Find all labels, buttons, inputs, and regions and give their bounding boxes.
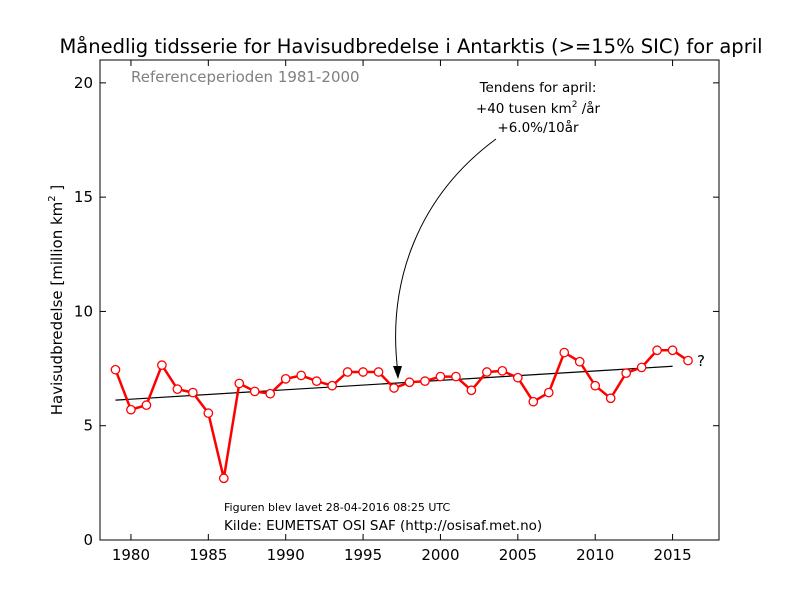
data-point [265, 388, 276, 399]
data-point [373, 367, 384, 377]
data-point [157, 360, 167, 370]
footer-source: Kilde: EUMETSAT OSI SAF (http://osisaf.m… [224, 518, 542, 534]
data-point [528, 396, 539, 407]
data-point [667, 345, 678, 356]
y-tick-labels: 0 5 10 15 20 [74, 74, 93, 549]
data-point [652, 345, 662, 356]
reference-period-label: Referenceperioden 1981-2000 [131, 68, 360, 86]
annotation-arrow [395, 138, 497, 374]
data-point [497, 366, 508, 376]
data-point [636, 362, 647, 373]
x-tick-label: 2015 [653, 546, 691, 564]
annotation-line-2: +40 tusen km2 /år [476, 100, 601, 117]
data-point [188, 387, 198, 398]
trend-annotation: Tendens for april: +40 tusen km2 /år +6.… [393, 80, 601, 379]
data-point [296, 370, 307, 381]
y-tick-label: 15 [74, 188, 93, 206]
data-point [420, 376, 430, 386]
data-point [249, 386, 260, 397]
x-tick-label: 1995 [344, 546, 382, 564]
data-point [466, 385, 477, 396]
data-point [590, 380, 601, 391]
data-point [172, 384, 183, 394]
series-line [114, 349, 689, 479]
data-point [141, 400, 152, 410]
y-tick-label: 5 [83, 417, 93, 435]
data-point [126, 404, 136, 415]
annotation-arrowhead [393, 366, 402, 379]
x-tick-label: 2010 [576, 546, 614, 564]
axis-ticks [100, 60, 719, 541]
y-axis-label: Havisudbredelse [million km2 ] [47, 185, 66, 416]
data-point [280, 374, 291, 384]
data-point [621, 368, 632, 378]
x-tick-label: 2005 [499, 546, 537, 564]
data-point [435, 371, 446, 382]
data-points [110, 345, 693, 484]
data-point [342, 367, 353, 377]
x-tick-label: 1990 [267, 546, 305, 564]
data-point [327, 380, 337, 391]
data-point [543, 387, 554, 398]
data-point [404, 377, 415, 388]
x-tick-label: 2000 [421, 546, 459, 564]
footer-date: Figuren blev lavet 28-04-2016 08:25 UTC [224, 501, 450, 514]
y-tick-label: 20 [74, 74, 93, 92]
data-point [234, 378, 245, 389]
annotation-line-3: +6.0%/10år [497, 119, 579, 136]
data-point [683, 355, 693, 366]
annotation-line-1: Tendens for april: [479, 80, 597, 96]
y-tick-label: 0 [83, 531, 93, 549]
data-point [203, 408, 214, 418]
data-point [559, 347, 570, 358]
data-point [110, 364, 121, 375]
x-tick-labels: 1980 1985 1990 1995 2000 2005 2010 2015 [112, 546, 692, 564]
data-point [574, 356, 585, 367]
data-point [605, 393, 616, 404]
unknown-marker: ? [697, 352, 705, 370]
data-point [482, 367, 492, 377]
x-tick-label: 1985 [189, 546, 227, 564]
data-point [218, 473, 229, 484]
chart-title: Månedlig tidsserie for Havisudbredelse i… [59, 35, 762, 58]
x-tick-label: 1980 [112, 546, 150, 564]
plot-area [99, 59, 720, 541]
data-point [451, 371, 461, 382]
data-point [389, 383, 399, 393]
data-point [512, 372, 523, 383]
y-tick-label: 10 [74, 302, 93, 320]
data-point [311, 376, 322, 386]
data-point [358, 367, 368, 377]
